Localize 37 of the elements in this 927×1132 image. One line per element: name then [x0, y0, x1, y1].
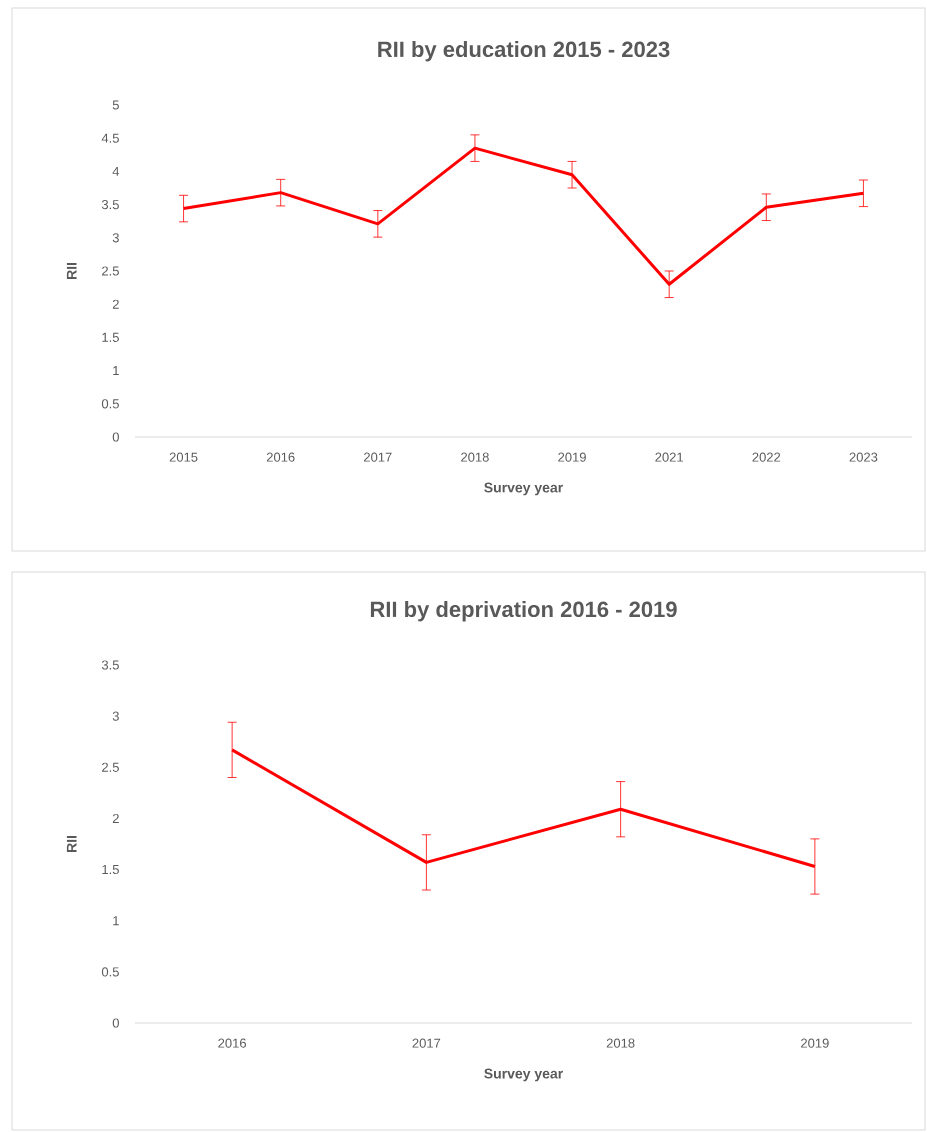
y-tick-label: 4 — [112, 166, 120, 176]
y-tick-label: 1 — [113, 366, 119, 376]
y-tick-label: 4.5 — [101, 133, 119, 143]
y-tick-label: 0 — [112, 432, 119, 442]
x-tick-label: 2015 — [169, 452, 198, 462]
y-tick-label: 1 — [113, 916, 119, 926]
x-tick-label: 2016 — [266, 452, 295, 462]
y-tick-label: 2 — [112, 299, 119, 309]
x-tick-label: 2021 — [655, 452, 684, 462]
x-tick-label: 2023 — [849, 452, 878, 462]
x-tick-label: 2018 — [606, 1038, 635, 1048]
y-tick-label: 2.5 — [102, 762, 119, 772]
y-tick-label: 0 — [112, 1018, 119, 1028]
y-axis-title: RII — [66, 262, 77, 279]
y-tick-label: 5 — [112, 100, 119, 110]
y-tick-label: 1.5 — [102, 865, 119, 875]
x-tick-label: 2019 — [558, 452, 586, 462]
x-axis-title: Survey year — [484, 1068, 563, 1082]
x-tick-label: 2019 — [801, 1038, 829, 1048]
x-axis-title: Survey year — [484, 482, 563, 496]
y-tick-label: 0.5 — [101, 399, 119, 409]
x-tick-label: 2017 — [412, 1038, 441, 1048]
chart-title: RII by deprivation 2016 - 2019 — [370, 600, 677, 622]
y-tick-label: 2.5 — [102, 266, 119, 276]
x-tick-label: 2018 — [461, 452, 489, 462]
y-tick-label: 0.5 — [101, 967, 119, 977]
y-tick-label: 1.5 — [102, 332, 119, 342]
x-tick-label: 2017 — [364, 452, 392, 462]
y-tick-label: 3 — [112, 711, 119, 721]
x-tick-label: 2016 — [218, 1038, 247, 1048]
chart-title: RII by education 2015 - 2023 — [378, 40, 670, 62]
y-tick-label: 2 — [112, 813, 119, 823]
y-tick-label: 3.5 — [101, 660, 119, 670]
y-tick-label: 3.5 — [101, 199, 119, 210]
y-tick-label: 3 — [112, 233, 119, 243]
x-tick-label: 2022 — [752, 452, 781, 462]
y-axis-title: RII — [66, 835, 77, 852]
